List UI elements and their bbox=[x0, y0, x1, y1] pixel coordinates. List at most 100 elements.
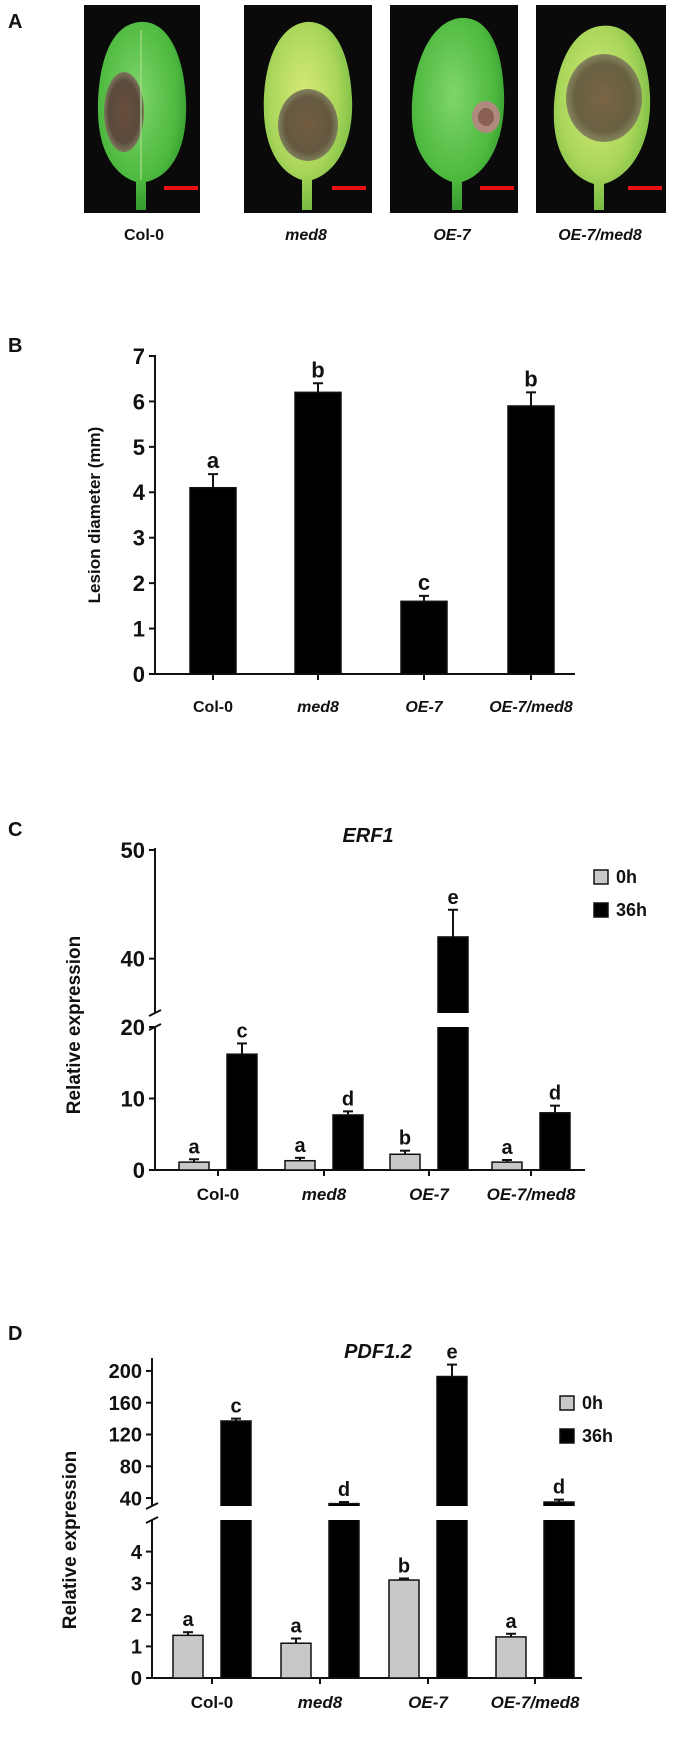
y-tick-label: 7 bbox=[133, 344, 145, 369]
x-category-label: OE-7 bbox=[408, 1693, 449, 1712]
scale-bar bbox=[480, 186, 514, 190]
bar-break-gap bbox=[437, 1013, 469, 1027]
leaf-photo-col0 bbox=[84, 5, 200, 213]
axis-break-mark bbox=[145, 1516, 159, 1524]
leaf-photo-med8 bbox=[244, 5, 372, 213]
legend-swatch bbox=[559, 1428, 575, 1444]
y-tick-label: 80 bbox=[120, 1456, 142, 1478]
legend-label: 0h bbox=[616, 867, 637, 887]
chart-title: PDF1.2 bbox=[344, 1341, 412, 1363]
bar bbox=[284, 1159, 316, 1171]
significance-label: e bbox=[447, 887, 458, 909]
significance-label: a bbox=[294, 1135, 306, 1157]
chart-erf1: ERF1 Relative expression 0 10 20 40 50 Col-0 med… bbox=[64, 825, 647, 1204]
x-category-label: med8 bbox=[298, 1693, 343, 1712]
x-category-label: OE-7/med8 bbox=[489, 699, 573, 716]
legend-label: 36h bbox=[582, 1426, 613, 1446]
significance-label: a bbox=[207, 448, 220, 473]
y-tick-label: 20 bbox=[121, 1015, 145, 1040]
y-axis-label: Relative expression bbox=[60, 1451, 81, 1629]
panel-label-c: C bbox=[8, 819, 22, 841]
y-tick-label: 0 bbox=[131, 1668, 142, 1690]
bar bbox=[178, 1161, 210, 1171]
legend-swatch bbox=[593, 869, 609, 885]
y-tick-label: 3 bbox=[131, 1573, 142, 1595]
chart-title: ERF1 bbox=[342, 825, 393, 847]
bar bbox=[332, 1114, 364, 1171]
y-tick-label: 1 bbox=[133, 616, 145, 641]
bar bbox=[189, 486, 237, 675]
significance-label: c bbox=[230, 1396, 241, 1418]
bar bbox=[543, 1501, 575, 1679]
significance-label: b bbox=[399, 1128, 411, 1150]
y-tick-label: 5 bbox=[133, 435, 145, 460]
y-tick-label: 2 bbox=[131, 1605, 142, 1627]
significance-label: d bbox=[549, 1083, 561, 1105]
scale-bar bbox=[164, 186, 198, 190]
significance-label: a bbox=[188, 1136, 200, 1158]
significance-label: e bbox=[446, 1342, 457, 1364]
axis-break-mark bbox=[148, 1009, 162, 1017]
significance-label: d bbox=[342, 1088, 354, 1110]
bar bbox=[495, 1636, 527, 1679]
x-category-label: Col-0 bbox=[191, 1693, 234, 1712]
y-tick-label: 0 bbox=[133, 662, 145, 687]
y-axis-label: Relative expression bbox=[64, 936, 85, 1114]
x-category-label: OE-7 bbox=[405, 699, 443, 716]
bar-break-gap bbox=[543, 1506, 575, 1520]
panel-label-b: B bbox=[8, 335, 22, 357]
bar bbox=[226, 1053, 258, 1171]
x-category-label: med8 bbox=[297, 699, 339, 716]
significance-label: a bbox=[182, 1609, 194, 1631]
significance-label: d bbox=[338, 1479, 350, 1501]
legend-swatch bbox=[593, 902, 609, 918]
panel-label-d: D bbox=[8, 1323, 22, 1345]
x-category-label: OE-7/med8 bbox=[487, 1185, 576, 1204]
panel-label-a: A bbox=[8, 11, 22, 33]
significance-label: a bbox=[290, 1616, 302, 1638]
bar bbox=[220, 1420, 252, 1679]
y-axis-label: Lesion diameter (mm) bbox=[85, 427, 104, 604]
bar bbox=[280, 1642, 312, 1679]
axis-break-mark bbox=[145, 1502, 159, 1510]
bar bbox=[507, 405, 555, 675]
y-tick-label: 200 bbox=[109, 1361, 142, 1383]
legend-label: 0h bbox=[582, 1393, 603, 1413]
significance-label: a bbox=[501, 1137, 513, 1159]
x-category-label: OE-7 bbox=[409, 1185, 450, 1204]
y-tick-label: 1 bbox=[131, 1637, 142, 1659]
x-category-label: Col-0 bbox=[197, 1185, 240, 1204]
bar bbox=[436, 1375, 468, 1679]
y-tick-label: 4 bbox=[133, 480, 146, 505]
y-tick-label: 10 bbox=[121, 1086, 145, 1111]
y-tick-label: 40 bbox=[121, 947, 145, 972]
chart-pdf12: PDF1.2 Relative expression 0 1 2 3 4 40 80 120 160… bbox=[60, 1341, 613, 1712]
photo-caption: OE-7/med8 bbox=[558, 227, 642, 244]
bar bbox=[491, 1161, 523, 1171]
bar-break-gap bbox=[220, 1506, 252, 1520]
bar-break-gap bbox=[436, 1506, 468, 1520]
photo-caption: OE-7 bbox=[433, 227, 471, 244]
significance-label: a bbox=[505, 1611, 517, 1633]
y-tick-label: 40 bbox=[120, 1488, 142, 1510]
y-tick-label: 4 bbox=[131, 1542, 143, 1564]
chart-lesion-diameter: Lesion diameter (mm) 0 1 2 3 4 5 6 7 Col-0 med8 OE-… bbox=[85, 344, 575, 716]
y-tick-label: 2 bbox=[133, 571, 145, 596]
significance-label: c bbox=[236, 1020, 247, 1042]
significance-label: b bbox=[398, 1555, 410, 1577]
leaf-photo-oe7 bbox=[390, 5, 518, 213]
significance-label: b bbox=[311, 357, 324, 382]
bar bbox=[539, 1112, 571, 1171]
bar bbox=[294, 391, 342, 675]
y-tick-label: 3 bbox=[133, 526, 145, 551]
y-tick-label: 160 bbox=[109, 1393, 142, 1415]
panel-a: A Col-0 bbox=[8, 5, 666, 244]
leaf-photo-oe7-med8 bbox=[536, 5, 666, 213]
y-tick-label: 6 bbox=[133, 389, 145, 414]
scale-bar bbox=[628, 186, 662, 190]
bar bbox=[400, 600, 448, 675]
x-category-label: med8 bbox=[302, 1185, 347, 1204]
significance-label: d bbox=[553, 1477, 565, 1499]
bar bbox=[437, 936, 469, 1171]
